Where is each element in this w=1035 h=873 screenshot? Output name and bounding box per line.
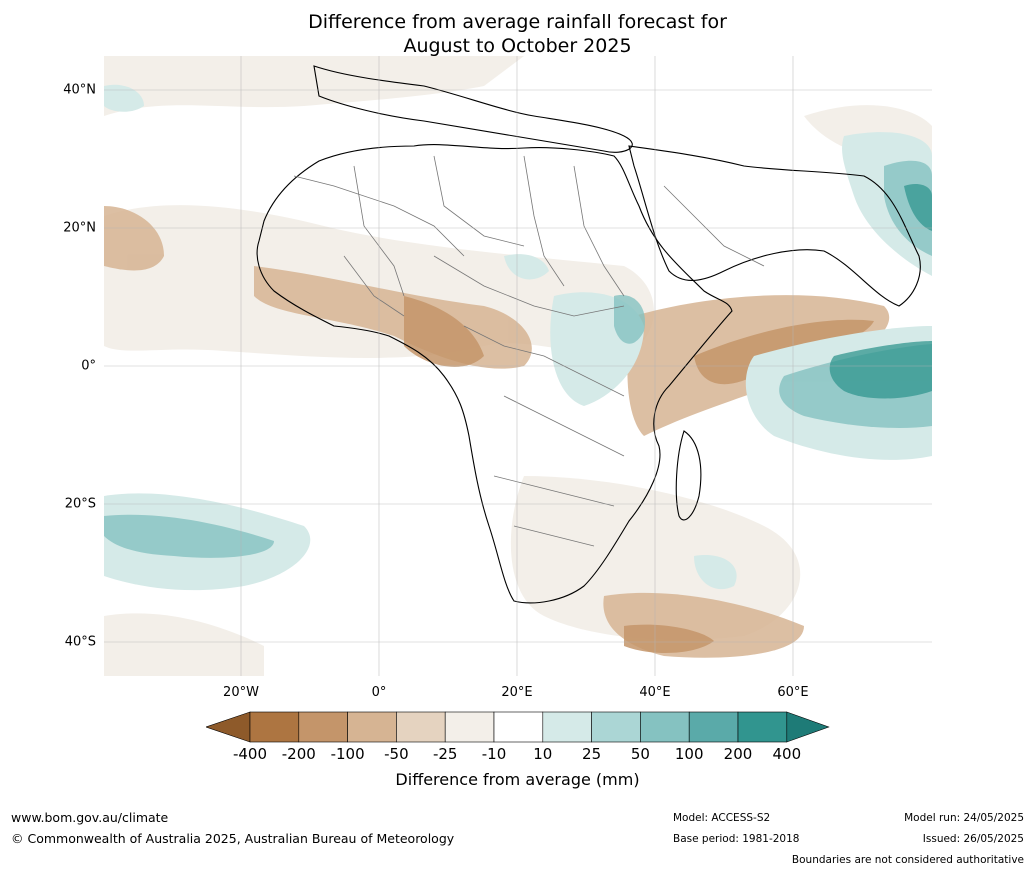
lat-label-40s: 40°S	[64, 634, 96, 650]
lon-label-20e: 20°E	[501, 685, 533, 700]
footer-copyright: © Commonwealth of Australia 2025, Austra…	[11, 831, 455, 846]
colorbar-title: Difference from average (mm)	[395, 770, 640, 789]
lat-label-20n: 20°N	[63, 220, 96, 236]
footer-website[interactable]: www.bom.gov.au/climate	[11, 810, 169, 825]
colorbar-swatch	[542, 711, 592, 743]
graticule	[104, 56, 932, 676]
colorbar-level-label: 25	[582, 745, 602, 763]
colorbar-level-label: 10	[533, 745, 553, 763]
colorbar-swatch	[249, 711, 300, 743]
colorbar-level-label: -50	[384, 745, 409, 763]
colorbar-level-label: -25	[432, 745, 458, 763]
lon-label-20w: 20°W	[223, 685, 259, 700]
footer-issued: Issued: 26/05/2025	[922, 833, 1024, 845]
lat-label-0: 0°	[81, 358, 96, 374]
title-line-2: August to October 2025	[403, 35, 632, 57]
colorbar-swatch	[396, 711, 446, 743]
colorbar-swatch	[444, 711, 495, 743]
map-title: Difference from average rainfall forecas…	[0, 10, 1035, 58]
lon-label-40e: 40°E	[639, 685, 671, 700]
colorbar-swatch	[688, 711, 739, 743]
colorbar-level-label: -10	[481, 745, 507, 763]
footer-base-period: Base period: 1981-2018	[673, 833, 800, 845]
lat-label-20s: 20°S	[64, 496, 96, 512]
lat-label-40n: 40°N	[63, 82, 96, 98]
rainfall-map	[104, 56, 932, 676]
anomaly-wet-strong	[829, 184, 932, 399]
colorbar-swatch	[347, 711, 397, 743]
colorbar-swatch	[493, 711, 544, 743]
lon-label-0: 0°	[371, 685, 387, 700]
colorbar-arrow-low	[205, 711, 251, 743]
colorbar-level-label: -400	[232, 745, 268, 763]
title-line-1: Difference from average rainfall forecas…	[308, 11, 727, 33]
colorbar-swatch	[640, 711, 690, 743]
colorbar	[205, 711, 830, 747]
colorbar-swatch	[298, 711, 348, 743]
colorbar-arrow-high	[786, 711, 830, 743]
colorbar-level-label: 100	[674, 745, 704, 763]
lon-label-60e: 60°E	[777, 685, 809, 700]
colorbar-level-label: 400	[772, 745, 802, 763]
colorbar-level-label: 200	[723, 745, 753, 763]
colorbar-level-label: -100	[330, 745, 365, 763]
country-borders	[293, 155, 765, 547]
colorbar-swatch	[737, 711, 788, 743]
footer-model: Model: ACCESS-S2	[673, 812, 771, 824]
colorbar-level-label: 50	[630, 745, 650, 763]
colorbar-level-label: -200	[281, 745, 316, 763]
footer-disclaimer: Boundaries are not considered authoritat…	[791, 854, 1024, 866]
colorbar-swatches	[205, 711, 830, 743]
map-canvas	[104, 56, 932, 676]
colorbar-swatch	[591, 711, 641, 743]
footer-model-run: Model run: 24/05/2025	[904, 812, 1024, 824]
coastlines	[256, 65, 921, 604]
